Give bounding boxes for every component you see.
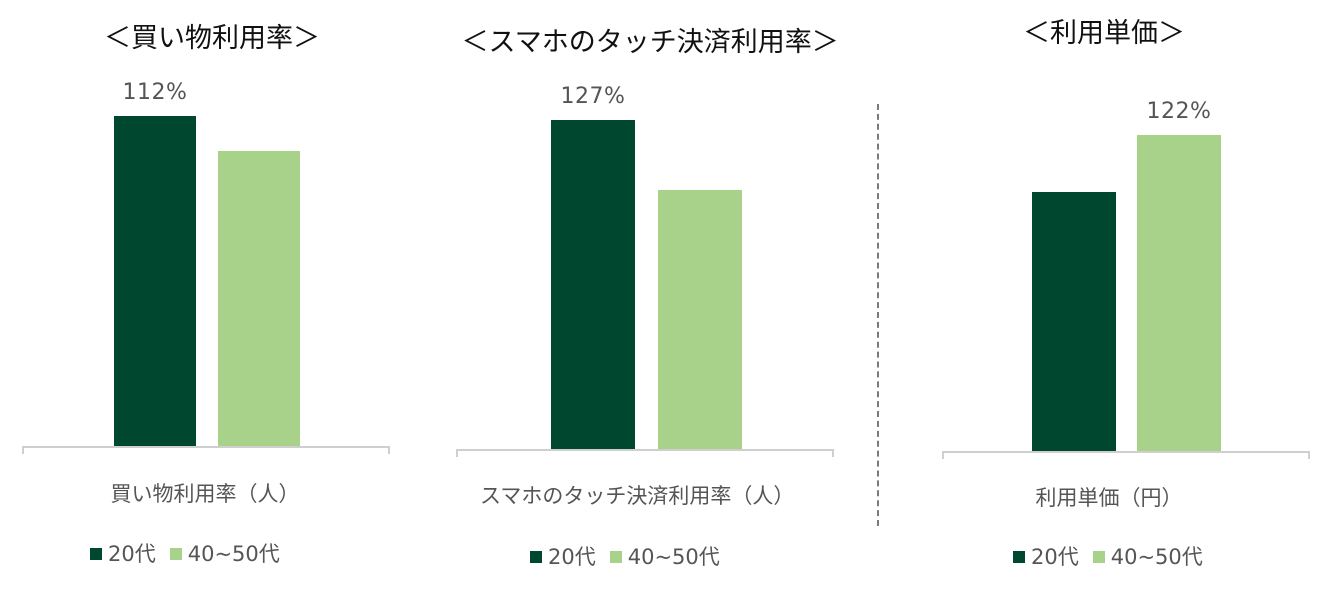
x-axis-line [942,451,1310,453]
legend-label: 40~50代 [1110,545,1203,569]
x-axis-tick [388,446,390,454]
legend-item: 20代 [530,541,596,571]
chart-title: ＜スマホのタッチ決済利用率＞ [461,27,839,58]
legend-item: 20代 [1013,541,1079,571]
panel-divider [877,104,879,526]
legend-swatch-20s [530,551,542,563]
data-label: 122% [1146,99,1212,124]
x-axis-line [456,449,834,451]
x-axis-tick [456,449,458,457]
data-label: 112% [122,80,188,105]
chart-title: ＜利用単価＞ [1023,18,1185,49]
x-axis-tick [832,449,834,457]
legend: 20代 40~50代 [90,538,294,568]
legend-label: 20代 [548,545,596,569]
legend-item: 20代 [90,538,156,568]
legend: 20代 40~50代 [1013,541,1217,571]
x-category-label: スマホのタッチ決済利用率（人） [480,484,795,508]
data-label: 127% [560,84,626,109]
legend-label: 40~50代 [627,545,720,569]
x-axis-tick [22,446,24,454]
legend-swatch-40-50s [609,551,622,563]
legend-swatch-20s [1013,551,1025,563]
bar-40-50s [658,189,742,449]
legend: 20代 40~50代 [530,541,734,571]
bar-20s [551,120,635,449]
bar-40-50s [1137,135,1221,451]
x-category-label: 利用単価（円） [1035,486,1183,510]
x-axis-tick [1308,451,1310,459]
bar-20s [1032,191,1116,451]
bar-40-50s [218,151,300,446]
x-category-label: 買い物利用率（人） [110,482,300,506]
chart-title: ＜買い物利用率＞ [104,23,320,54]
legend-label: 40~50代 [187,542,280,566]
legend-swatch-40-50s [169,548,182,560]
x-axis-line [22,446,390,448]
legend-item: 40~50代 [609,541,720,571]
legend-swatch-40-50s [1092,551,1105,563]
bar-20s [114,116,196,446]
legend-item: 40~50代 [169,538,280,568]
legend-label: 20代 [1031,545,1079,569]
x-axis-tick [942,451,944,459]
legend-item: 40~50代 [1092,541,1203,571]
legend-label: 20代 [108,542,156,566]
legend-swatch-20s [90,548,102,560]
